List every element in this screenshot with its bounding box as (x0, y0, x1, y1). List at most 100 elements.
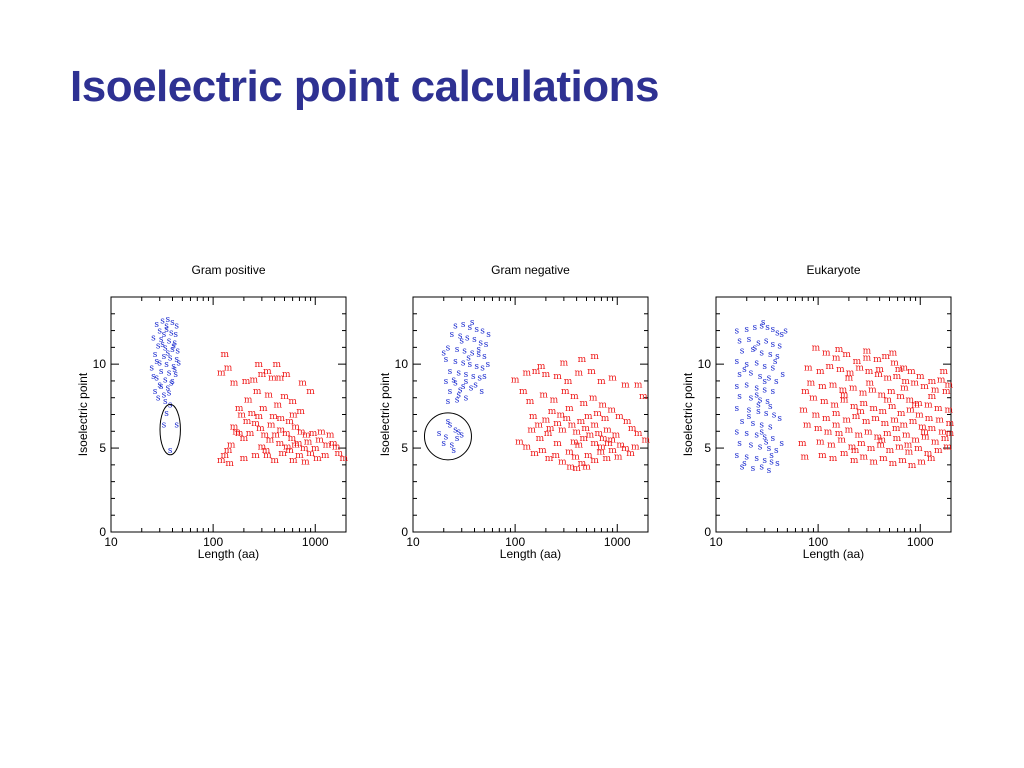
secreted-point: s (166, 315, 171, 325)
membrane-point: m (621, 380, 630, 390)
membrane-point: m (306, 387, 315, 397)
secreted-point: s (437, 429, 442, 439)
membrane-point: m (941, 434, 950, 444)
membrane-point: m (536, 434, 545, 444)
membrane-point: m (879, 454, 888, 464)
membrane-point: m (306, 449, 315, 459)
membrane-point: m (289, 456, 298, 466)
secreted-point: s (476, 345, 481, 355)
y-axis-label: Isoelectric point (378, 372, 392, 456)
membrane-point: m (263, 451, 272, 461)
secreted-point: s (477, 374, 482, 384)
membrane-point: m (561, 387, 570, 397)
secreted-point: s (461, 320, 466, 330)
secreted-point: s (747, 412, 752, 422)
secreted-point: s (777, 342, 782, 352)
secreted-point: s (168, 400, 173, 410)
secreted-point: s (453, 379, 458, 389)
secreted-point: s (446, 343, 451, 353)
secreted-point: s (759, 348, 764, 358)
secreted-point: s (765, 397, 770, 407)
membrane-point: m (315, 436, 324, 446)
membrane-point: m (641, 436, 650, 446)
membrane-point: m (905, 447, 914, 457)
membrane-point: m (940, 367, 949, 377)
membrane-point: m (546, 424, 555, 434)
secreted-point: s (455, 434, 460, 444)
y-axis-label: Isoelectric point (76, 372, 90, 456)
y-tick-label: 0 (401, 525, 408, 539)
membrane-point: m (519, 387, 528, 397)
membrane-point: m (220, 350, 229, 360)
secreted-point: s (480, 364, 485, 374)
membrane-point: m (839, 385, 848, 395)
membrane-point: m (258, 442, 267, 452)
secreted-point: s (154, 320, 159, 330)
membrane-point: m (321, 451, 330, 461)
membrane-point: m (280, 392, 289, 402)
secreted-point: s (482, 372, 487, 382)
membrane-point: m (944, 405, 953, 415)
membrane-point: m (291, 422, 300, 432)
y-tick-label: 10 (93, 357, 107, 371)
secreted-point: s (775, 352, 780, 362)
secreted-point: s (472, 335, 477, 345)
membrane-point: m (918, 422, 927, 432)
secreted-point: s (162, 352, 167, 362)
secreted-point: s (151, 333, 156, 343)
secreted-point: s (765, 323, 770, 333)
membrane-point: m (875, 365, 884, 375)
x-tick-label: 100 (505, 535, 525, 549)
membrane-point: m (818, 382, 827, 392)
secreted-point: s (151, 372, 156, 382)
secreted-point: s (441, 348, 446, 358)
membrane-point: m (944, 380, 953, 390)
slide-title: Isoelectric point calculations (70, 62, 659, 111)
membrane-point: m (869, 404, 878, 414)
membrane-point: m (276, 374, 285, 384)
membrane-point: m (301, 458, 310, 468)
secreted-point: s (469, 384, 474, 394)
membrane-point: m (527, 426, 536, 436)
secreted-point: s (446, 397, 451, 407)
membrane-point: m (900, 421, 909, 431)
y-tick-label: 5 (401, 441, 408, 455)
membrane-point: m (857, 439, 866, 449)
secreted-point: s (173, 330, 178, 340)
membrane-point: m (553, 419, 562, 429)
membrane-point: m (824, 427, 833, 437)
membrane-point: m (840, 449, 849, 459)
membrane-point: m (874, 432, 883, 442)
membrane-point: m (558, 458, 567, 468)
membrane-point: m (864, 427, 873, 437)
membrane-point: m (883, 429, 892, 439)
membrane-point: m (895, 442, 904, 452)
membrane-point: m (579, 399, 588, 409)
membrane-point: m (267, 421, 276, 431)
secreted-point: s (740, 347, 745, 357)
membrane-point: m (266, 436, 275, 446)
membrane-point: m (608, 446, 617, 456)
secreted-point: s (464, 377, 469, 387)
secreted-point: s (453, 357, 458, 367)
secreted-point: s (464, 394, 469, 404)
membrane-point: m (886, 446, 895, 456)
membrane-point: m (889, 459, 898, 469)
secreted-point: s (756, 338, 761, 348)
secreted-point: s (444, 432, 449, 442)
secreted-point: s (163, 397, 168, 407)
membrane-point: m (259, 404, 268, 414)
membrane-point: m (246, 429, 255, 439)
secreted-point: s (476, 350, 481, 360)
secreted-point: s (164, 360, 169, 370)
secreted-point: s (751, 345, 756, 355)
membrane-point: m (934, 404, 943, 414)
membrane-point: m (801, 387, 810, 397)
secreted-point: s (780, 370, 785, 380)
membrane-point: m (865, 379, 874, 389)
membrane-point: m (904, 441, 913, 451)
secreted-point: s (744, 452, 749, 462)
secreted-point: s (173, 370, 178, 380)
membrane-point: m (931, 437, 940, 447)
membrane-point: m (634, 380, 643, 390)
